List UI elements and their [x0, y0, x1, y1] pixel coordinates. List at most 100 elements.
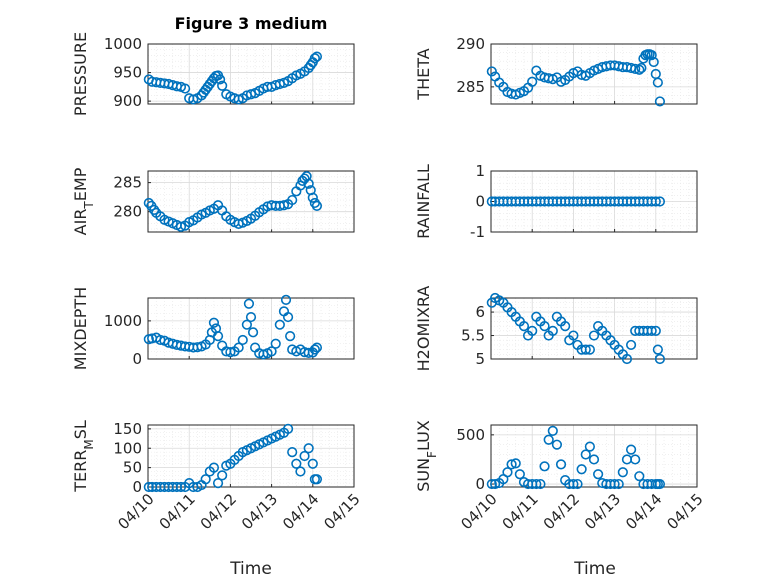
data-point — [502, 467, 513, 478]
data-point — [233, 342, 244, 353]
data-point — [241, 319, 252, 330]
data-point — [617, 467, 628, 478]
data-point — [588, 330, 600, 341]
x-tick-label: 04/10 — [457, 490, 500, 533]
data-point — [539, 321, 550, 332]
data-point — [247, 327, 259, 338]
data-point — [285, 331, 296, 342]
x-tick-label: 04/13 — [238, 490, 281, 533]
data-point — [217, 470, 228, 481]
y-axis-label-1: PRESSURE — [71, 32, 90, 116]
y-tick-label: 0 — [475, 193, 485, 211]
y-tick-label: 0 — [475, 475, 485, 493]
y-tick-label: 285 — [456, 78, 485, 96]
data-point — [527, 76, 538, 87]
data-point — [518, 321, 530, 332]
data-point — [200, 474, 211, 485]
data-point — [245, 89, 257, 100]
data-point — [572, 478, 583, 490]
data-point — [646, 325, 657, 336]
data-point — [630, 454, 641, 465]
data-point — [625, 444, 637, 455]
data-point — [291, 458, 302, 469]
data-point — [175, 221, 187, 232]
x-axis-label-left: Time — [229, 559, 272, 579]
data-point — [287, 447, 298, 458]
data-point — [486, 66, 497, 77]
y-tick-label: 285 — [113, 174, 142, 192]
data-point — [576, 464, 587, 475]
data-point — [307, 192, 318, 203]
x-tick-label: 04/11 — [499, 490, 542, 533]
y-tick-label: 0 — [132, 350, 142, 368]
data-point — [630, 63, 641, 74]
data-point — [309, 197, 320, 209]
y-tick-label: 100 — [113, 439, 142, 457]
data-point — [143, 197, 154, 209]
subplot-2: 285 290 THETA — [414, 35, 698, 107]
data-point — [654, 353, 666, 365]
x-tick-label: 04/14 — [622, 490, 665, 533]
data-point — [535, 478, 546, 490]
data-point — [593, 469, 604, 480]
data-point — [527, 325, 538, 336]
plot-frame — [147, 424, 355, 488]
y-tick-label: 150 — [113, 420, 142, 438]
data-point — [295, 466, 306, 477]
plot-frame — [147, 43, 355, 105]
data-point — [217, 80, 228, 91]
x-tick-label: 04/13 — [581, 490, 624, 533]
x-tick-label: 04/12 — [197, 490, 240, 533]
data-point — [568, 478, 579, 490]
data-point — [654, 478, 666, 490]
data-point — [309, 344, 320, 355]
data-point — [299, 450, 310, 462]
data-point — [652, 344, 663, 355]
data-point — [634, 471, 645, 482]
subplot-6: 5 5.5 6 H2OMIXRA — [414, 286, 698, 371]
data-point — [584, 344, 595, 355]
plot-frame — [147, 170, 355, 233]
subplot-1: 900 950 1000 PRESSURE — [71, 32, 355, 116]
data-point — [580, 449, 591, 460]
data-point — [547, 325, 558, 336]
y-tick-label: 900 — [113, 92, 142, 110]
data-point — [212, 478, 224, 489]
data-point — [654, 96, 666, 107]
data-point — [531, 478, 542, 490]
data-point — [215, 74, 226, 85]
data-point — [634, 64, 645, 75]
plot-frame — [490, 297, 698, 360]
data-point — [568, 330, 579, 341]
data-point — [287, 194, 298, 206]
data-point — [175, 481, 187, 493]
x-axis-label-right: Time — [573, 559, 616, 579]
data-point — [179, 83, 191, 94]
data-point — [555, 459, 567, 470]
data-point — [510, 458, 521, 469]
x-tick-label: 04/11 — [156, 490, 199, 533]
data-point — [560, 321, 571, 332]
data-point — [588, 454, 600, 465]
data-point — [303, 443, 314, 454]
x-tick-label: 04/15 — [663, 490, 706, 533]
y-tick-label: 6 — [475, 303, 485, 321]
data-point — [652, 77, 663, 88]
data-point — [225, 347, 236, 358]
data-point — [547, 425, 558, 437]
x-tick-label: 04/14 — [279, 490, 322, 533]
data-point — [650, 196, 661, 207]
data-point — [309, 53, 320, 64]
data-point — [486, 196, 497, 207]
data-point — [539, 461, 550, 472]
data-point — [311, 474, 323, 485]
data-point — [650, 325, 661, 336]
x-tick-label: 04/12 — [540, 490, 583, 533]
data-point — [237, 334, 248, 346]
data-point — [580, 344, 591, 355]
data-point — [646, 50, 657, 61]
data-point — [188, 94, 199, 105]
y-axis-label-4: RAINFALL — [414, 164, 433, 239]
